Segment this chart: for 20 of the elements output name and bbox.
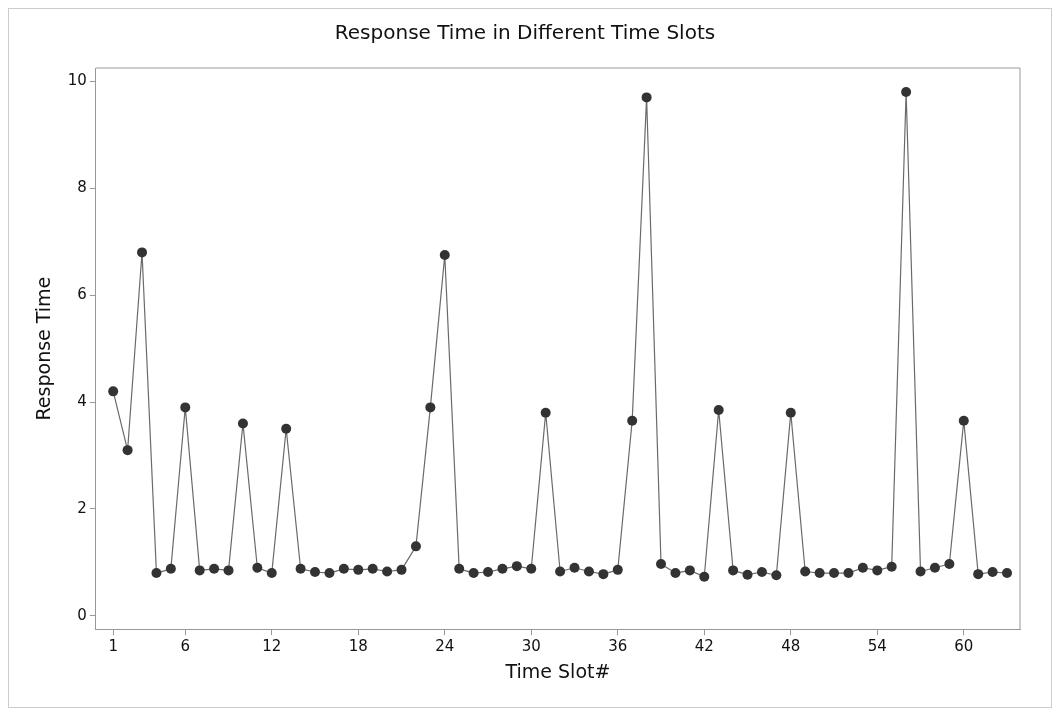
x-tick-label: 18 xyxy=(348,637,368,656)
x-tick-label: 48 xyxy=(781,637,801,656)
y-tick-label: 10 xyxy=(67,71,87,90)
x-tick-label: 6 xyxy=(180,637,191,656)
x-tick-label: 30 xyxy=(521,637,541,656)
y-tick-label: 4 xyxy=(77,391,87,410)
y-axis-title: Response Time xyxy=(32,276,55,421)
x-tick-label: 12 xyxy=(262,637,282,656)
y-tick-label: 6 xyxy=(77,285,87,304)
x-tick-label: 36 xyxy=(608,637,628,656)
y-tick-label: 8 xyxy=(77,178,87,197)
x-axis-title: Time Slot# xyxy=(504,659,611,682)
x-tick-label: 60 xyxy=(954,637,974,656)
x-tick-label: 42 xyxy=(694,637,714,656)
chart-title: Response Time in Different Time Slots xyxy=(334,20,716,45)
x-tick-label: 24 xyxy=(435,637,455,656)
y-tick-label: 2 xyxy=(77,498,87,517)
y-tick-label: 0 xyxy=(77,605,87,624)
x-tick-label: 54 xyxy=(867,637,887,656)
x-tick-label: 1 xyxy=(108,637,118,656)
